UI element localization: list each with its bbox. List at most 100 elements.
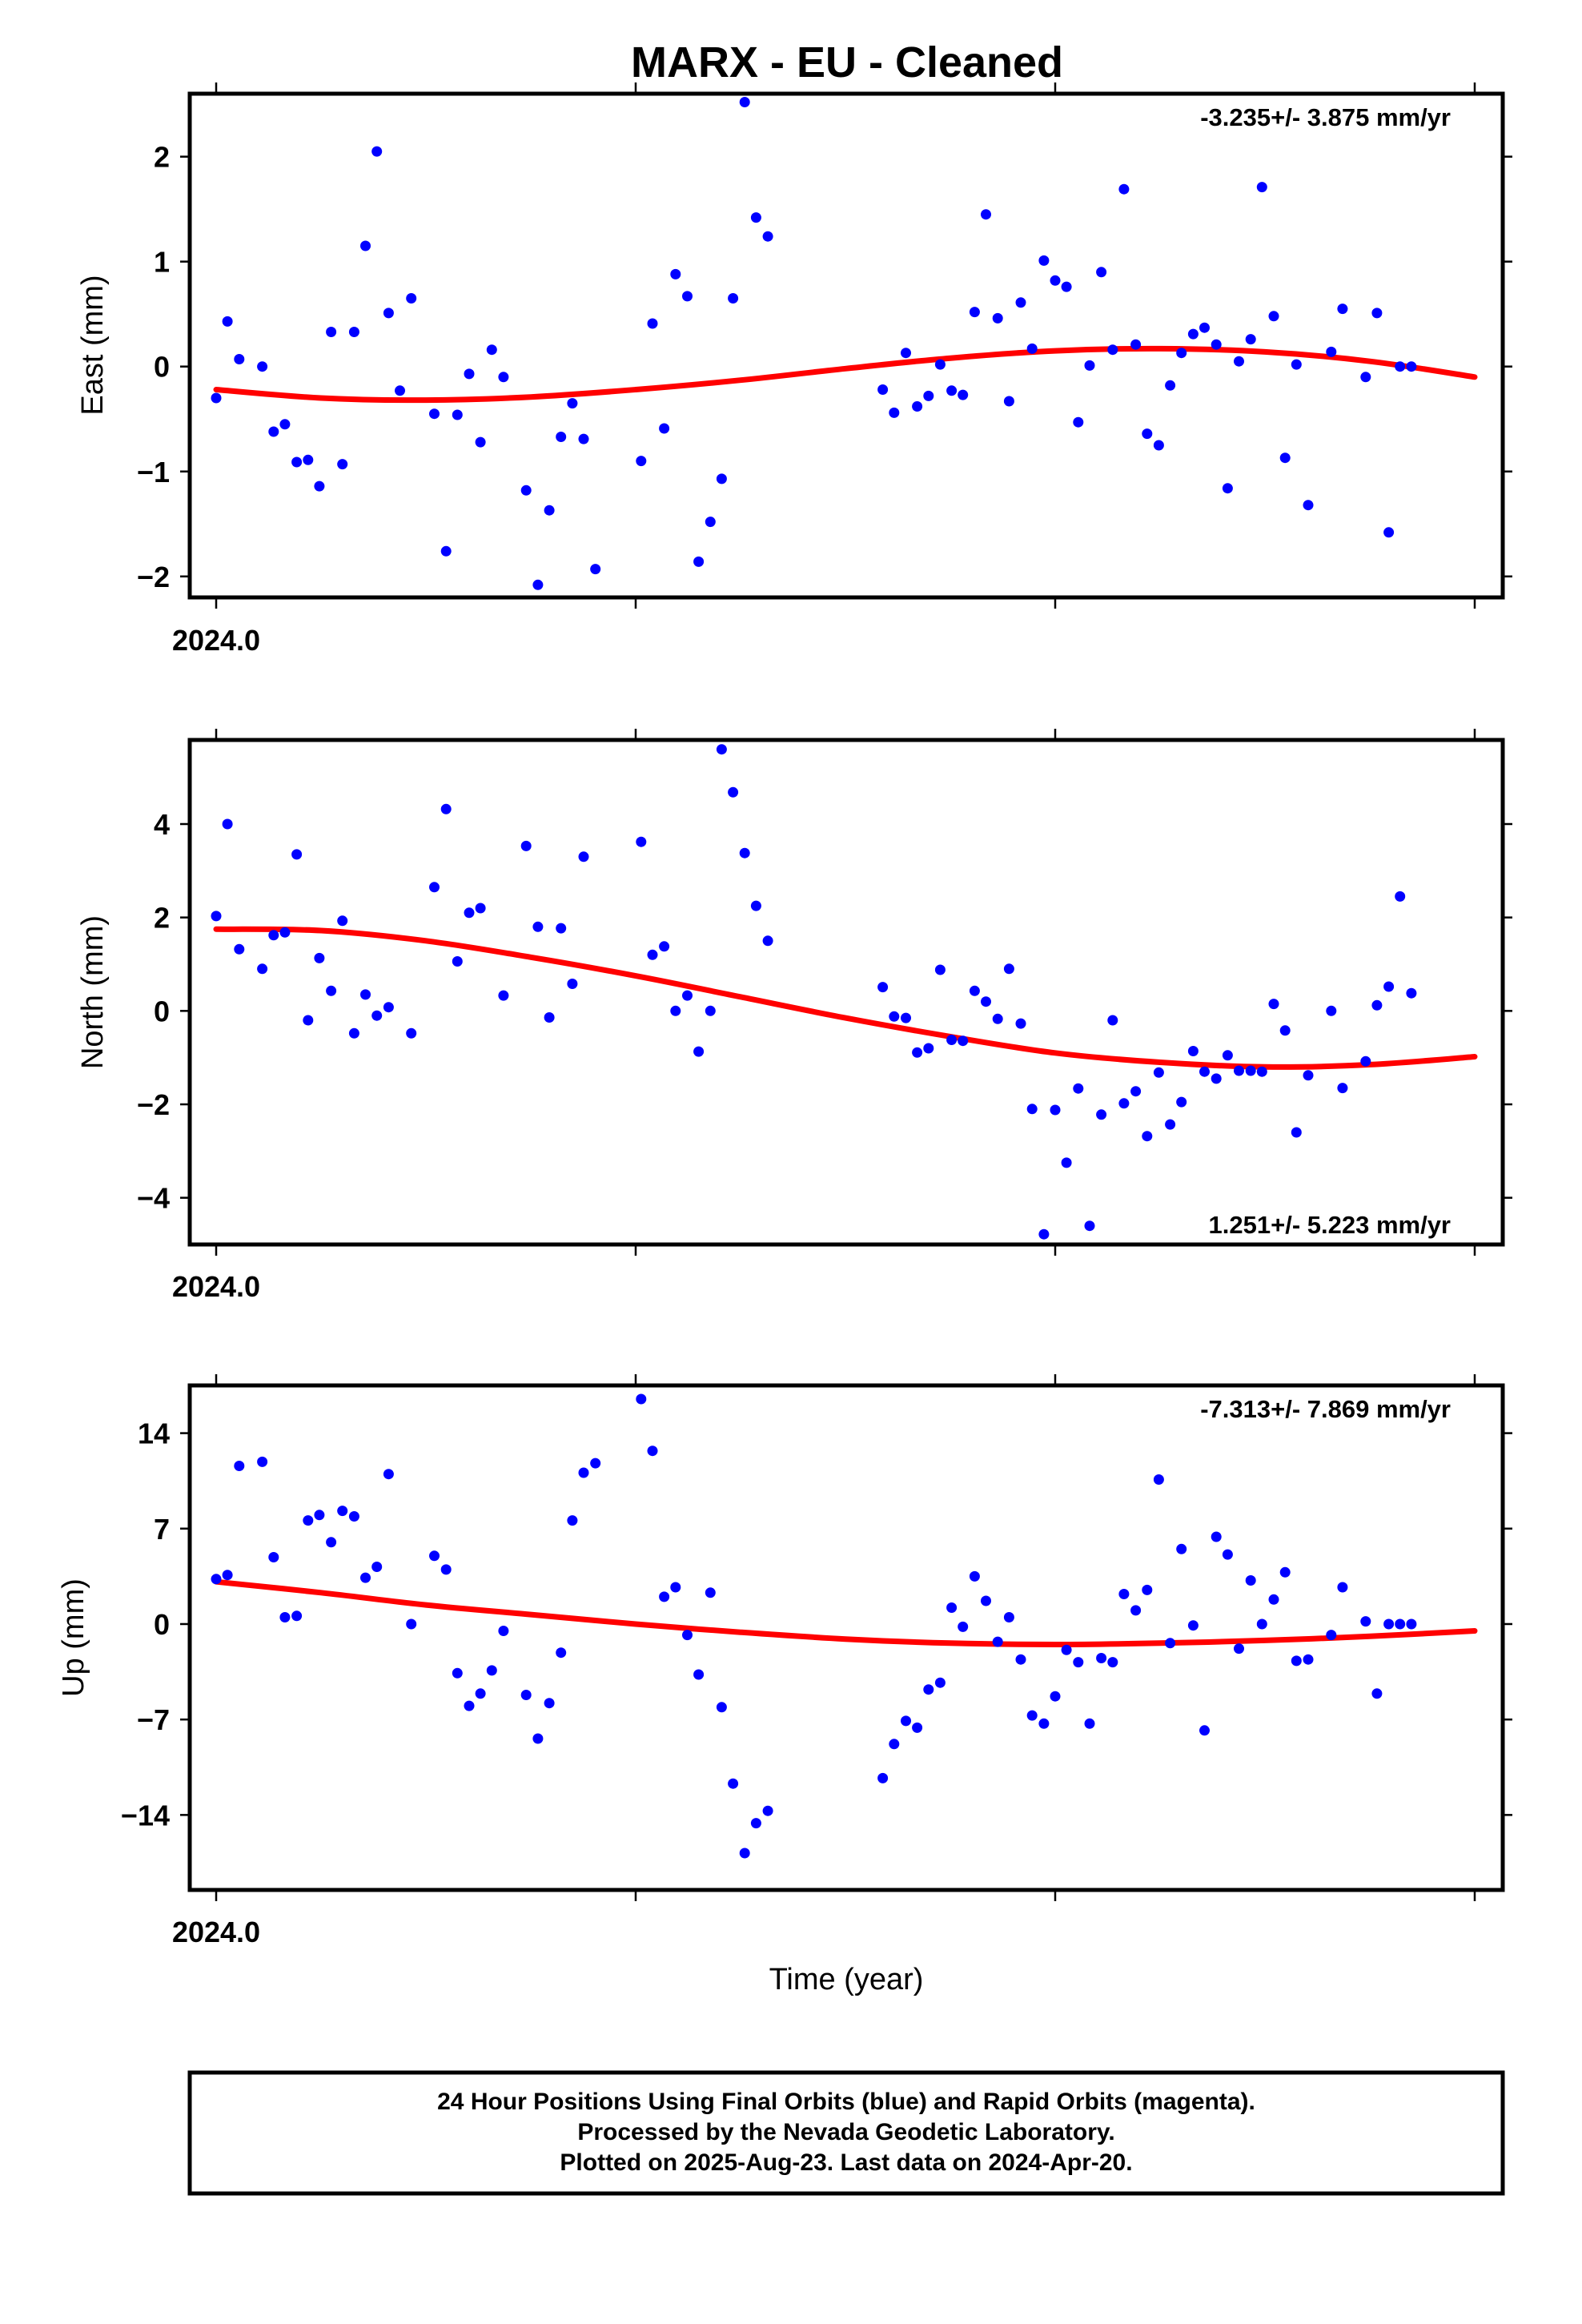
data-point	[762, 231, 773, 242]
data-point	[360, 1572, 371, 1583]
data-point	[1130, 1086, 1142, 1097]
data-point	[556, 1647, 567, 1659]
data-point	[314, 1510, 325, 1521]
x-tick-label-north: 2024.0	[172, 1270, 260, 1303]
data-point	[520, 1690, 532, 1700]
data-point	[1371, 308, 1383, 319]
data-point	[303, 1015, 314, 1026]
data-point	[1073, 1083, 1084, 1094]
data-point	[901, 1012, 911, 1023]
data-point	[1107, 1657, 1118, 1668]
data-point	[371, 1010, 383, 1021]
data-point	[877, 1772, 889, 1783]
data-point	[682, 990, 693, 1001]
data-point	[1142, 1584, 1153, 1595]
y-tick-label: −14	[121, 1799, 170, 1831]
data-point	[934, 359, 946, 370]
data-point	[1291, 359, 1302, 370]
data-point	[1360, 372, 1371, 383]
data-point	[1073, 1657, 1084, 1668]
data-point	[647, 1445, 658, 1457]
data-point	[670, 1582, 681, 1593]
data-point	[326, 985, 337, 996]
data-point	[705, 1005, 716, 1016]
footer-line-3: Plotted on 2025-Aug-23. Last data on 202…	[560, 2149, 1132, 2176]
y-axis-label-north: North (mm)	[76, 915, 110, 1069]
data-point	[1245, 334, 1256, 345]
data-point	[348, 1511, 359, 1522]
data-point	[578, 433, 589, 444]
data-point	[958, 389, 969, 400]
data-point	[222, 818, 233, 830]
data-point	[234, 1461, 245, 1471]
data-point	[992, 1013, 1003, 1024]
data-point	[1153, 1474, 1164, 1485]
data-point	[1107, 344, 1118, 356]
data-point	[1096, 1109, 1107, 1120]
data-point	[520, 485, 532, 496]
data-point	[981, 1595, 991, 1606]
data-point	[371, 146, 383, 157]
data-point	[901, 348, 911, 359]
data-point	[383, 1002, 394, 1013]
data-point	[762, 1805, 773, 1816]
data-point	[360, 240, 371, 251]
data-point	[257, 361, 268, 372]
data-point	[520, 840, 532, 851]
data-point	[211, 1574, 222, 1585]
data-point	[647, 949, 658, 960]
data-point	[1222, 1549, 1233, 1560]
data-point	[1061, 281, 1072, 292]
data-point	[1326, 1630, 1337, 1641]
data-point	[670, 1005, 681, 1016]
data-point	[1383, 981, 1395, 992]
data-point	[578, 1467, 589, 1478]
data-point	[475, 436, 486, 448]
data-point	[1406, 987, 1417, 999]
data-point	[257, 963, 268, 975]
data-point	[567, 979, 578, 989]
data-point	[464, 907, 475, 919]
y-tick-label: 2	[154, 902, 170, 935]
data-point	[682, 1630, 693, 1641]
data-point	[1084, 1220, 1095, 1232]
data-point	[636, 456, 647, 467]
data-point	[429, 1550, 440, 1562]
data-point	[211, 392, 222, 404]
y-tick-label: 1	[154, 246, 170, 279]
data-point	[1222, 1050, 1233, 1061]
data-point	[1199, 322, 1210, 333]
data-point	[1211, 1073, 1222, 1084]
data-point	[1279, 452, 1291, 464]
data-point	[1256, 1066, 1267, 1077]
data-point	[440, 1564, 452, 1575]
data-point	[567, 398, 578, 409]
data-point	[360, 989, 371, 1000]
data-point	[1199, 1066, 1210, 1077]
data-point	[1337, 1083, 1348, 1094]
data-point	[383, 1469, 394, 1480]
data-point	[958, 1621, 969, 1632]
data-point	[636, 1393, 647, 1405]
data-point	[1050, 275, 1061, 286]
ticks-east: −2 −1 0 1 2	[137, 82, 1512, 609]
data-point	[1153, 440, 1164, 451]
data-point	[716, 1702, 727, 1713]
data-point	[1187, 1620, 1199, 1631]
data-point	[889, 1011, 900, 1022]
data-point	[934, 964, 946, 975]
plot-frame-north	[187, 738, 1505, 1247]
y-tick-label: −2	[137, 1088, 170, 1121]
rate-label-north: 1.251+/- 5.223 mm/yr	[1209, 1211, 1451, 1239]
data-point	[750, 900, 761, 911]
y-tick-label: 14	[138, 1417, 170, 1450]
data-point	[1268, 311, 1279, 322]
fit-up	[213, 1578, 1478, 1648]
data-point	[268, 426, 279, 437]
data-point	[1406, 1618, 1417, 1630]
data-point	[1395, 1618, 1406, 1630]
data-point	[1176, 1543, 1187, 1554]
data-point	[1256, 1618, 1267, 1630]
data-point	[1153, 1067, 1164, 1078]
data-point	[1003, 963, 1014, 975]
